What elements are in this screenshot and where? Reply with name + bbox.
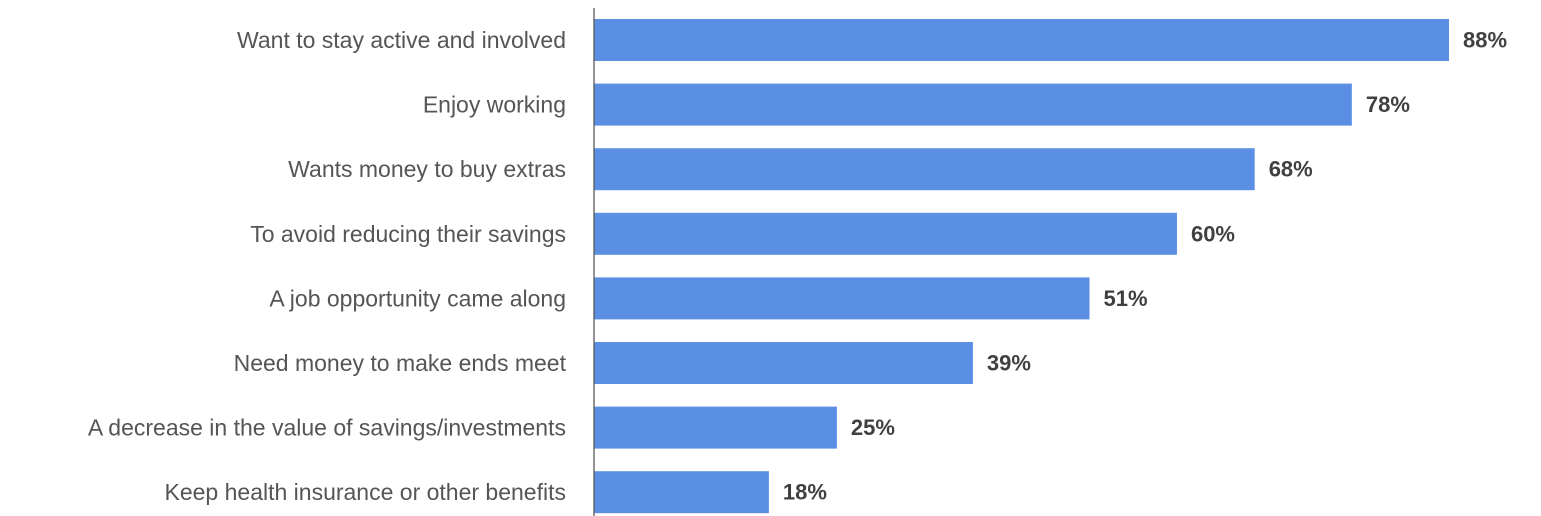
bar-6 bbox=[594, 342, 973, 384]
bar-1 bbox=[594, 19, 1450, 61]
category-label-3: Wants money to buy extras bbox=[288, 156, 566, 182]
value-label-1: 88% bbox=[1463, 28, 1507, 53]
value-label-6: 39% bbox=[987, 351, 1031, 376]
bar-5 bbox=[594, 277, 1090, 320]
value-label-8: 18% bbox=[783, 480, 827, 505]
value-label-7: 25% bbox=[851, 415, 895, 440]
bars-layer bbox=[594, 19, 1450, 514]
category-label-7: A decrease in the value of savings/inves… bbox=[88, 415, 566, 441]
category-label-8: Keep health insurance or other benefits bbox=[165, 479, 567, 505]
value-label-4: 60% bbox=[1191, 221, 1235, 246]
bar-2 bbox=[594, 83, 1352, 126]
bar-3 bbox=[594, 148, 1255, 191]
category-label-4: To avoid reducing their savings bbox=[250, 221, 566, 247]
value-label-3: 68% bbox=[1269, 157, 1313, 182]
bar-7 bbox=[594, 406, 837, 449]
value-label-5: 51% bbox=[1104, 286, 1148, 311]
category-label-5: A job opportunity came along bbox=[269, 285, 566, 311]
category-label-6: Need money to make ends meet bbox=[234, 350, 567, 376]
category-label-1: Want to stay active and involved bbox=[237, 27, 566, 53]
category-labels: Want to stay active and involved Enjoy wo… bbox=[88, 27, 567, 505]
value-labels: 88% 78% 68% 60% 51% 39% 25% 18% bbox=[783, 28, 1507, 505]
bar-8 bbox=[594, 471, 769, 514]
category-label-2: Enjoy working bbox=[423, 92, 566, 118]
bar-4 bbox=[594, 212, 1177, 255]
value-label-2: 78% bbox=[1366, 92, 1410, 117]
